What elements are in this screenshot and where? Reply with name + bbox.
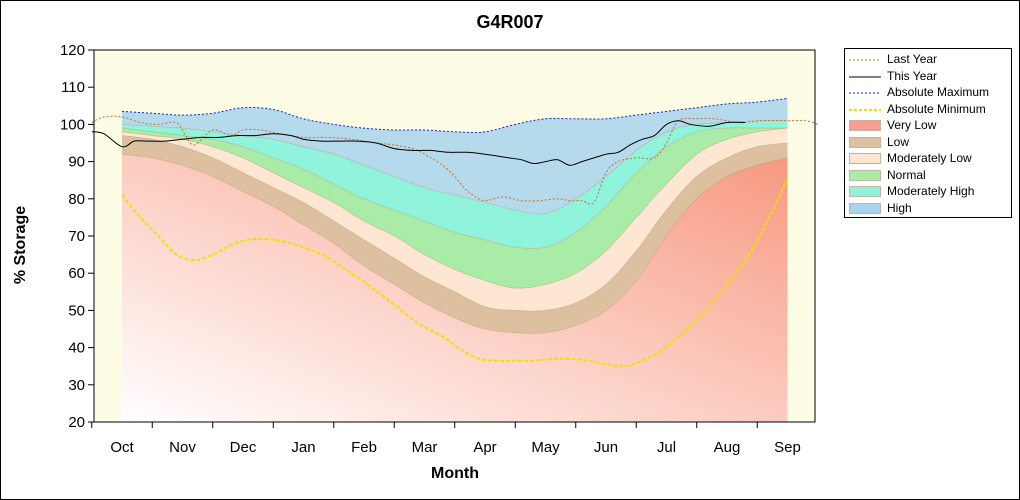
y-tick-label: 50 bbox=[68, 302, 85, 319]
legend: Last Year This Year Absolute Maximum Absolu… bbox=[844, 48, 1012, 218]
legend-swatch bbox=[849, 169, 881, 181]
legend-swatch bbox=[849, 202, 881, 214]
x-tick-label: Mar bbox=[412, 439, 438, 456]
y-tick-label: 70 bbox=[68, 228, 85, 245]
x-tick-label: Dec bbox=[230, 439, 257, 456]
legend-item: This Year bbox=[845, 69, 1009, 85]
legend-label: Normal bbox=[887, 167, 926, 182]
x-tick-label: Jan bbox=[291, 439, 315, 456]
legend-item: Very Low bbox=[845, 118, 1009, 134]
legend-swatch bbox=[849, 153, 881, 164]
x-tick-label: May bbox=[531, 439, 560, 456]
legend-label: Very Low bbox=[887, 118, 937, 132]
legend-label: Low bbox=[887, 134, 910, 149]
legend-item: Moderately High bbox=[845, 184, 1009, 200]
legend-item: Moderately Low bbox=[845, 151, 1009, 167]
legend-label: This Year bbox=[887, 68, 938, 83]
y-tick-label: 100 bbox=[60, 116, 85, 133]
x-tick-label: Oct bbox=[110, 439, 134, 456]
legend-swatch bbox=[849, 87, 881, 98]
legend-label: Absolute Minimum bbox=[887, 101, 986, 116]
legend-swatch bbox=[849, 186, 881, 197]
series-this-year bbox=[91, 120, 746, 166]
y-tick-label: 120 bbox=[60, 42, 85, 59]
legend-label: Absolute Maximum bbox=[887, 85, 990, 99]
legend-item: Last Year bbox=[845, 52, 1009, 68]
legend-swatch bbox=[849, 54, 881, 65]
legend-item: Normal bbox=[845, 168, 1009, 184]
band-very-low-edge bbox=[121, 153, 788, 334]
x-tick-label: Jun bbox=[594, 439, 618, 456]
y-tick-label: 40 bbox=[68, 340, 85, 357]
legend-item: Absolute Maximum bbox=[845, 85, 1009, 101]
legend-item: Absolute Minimum bbox=[845, 102, 1009, 118]
x-axis-label: Month bbox=[431, 465, 479, 482]
legend-item: Low bbox=[845, 135, 1009, 151]
series-last-year bbox=[91, 115, 818, 205]
legend-label: Moderately Low bbox=[887, 151, 972, 165]
y-tick-label: 80 bbox=[68, 191, 85, 208]
legend-swatch bbox=[849, 104, 881, 115]
x-tick-label: Feb bbox=[351, 439, 377, 456]
legend-label: High bbox=[887, 200, 912, 215]
legend-label: Moderately High bbox=[887, 184, 975, 198]
y-tick-label: 60 bbox=[68, 265, 85, 282]
legend-swatch bbox=[849, 120, 881, 131]
x-tick-label: Nov bbox=[169, 439, 196, 456]
chart-title: G4R007 bbox=[476, 12, 544, 32]
y-tick-label: 90 bbox=[68, 154, 85, 171]
y-tick-label: 110 bbox=[61, 79, 85, 96]
band-very-low bbox=[122, 154, 788, 422]
y-tick-label: 30 bbox=[68, 377, 85, 394]
x-tick-label: Sep bbox=[774, 439, 801, 456]
legend-item: High bbox=[845, 201, 1009, 217]
y-tick-label: 20 bbox=[68, 414, 85, 431]
legend-swatch bbox=[849, 71, 881, 82]
legend-swatch bbox=[849, 136, 881, 148]
x-tick-label: Apr bbox=[473, 439, 496, 456]
band-low-edge bbox=[121, 135, 788, 312]
legend-label: Last Year bbox=[887, 52, 938, 66]
x-tick-label: Jul bbox=[657, 439, 676, 456]
x-tick-label: Aug bbox=[714, 439, 741, 456]
band-moderately-high-edge bbox=[121, 120, 788, 215]
series-absolute-maximum bbox=[121, 97, 788, 133]
band-moderately-low-edge bbox=[121, 127, 788, 289]
series-absolute-minimum bbox=[121, 177, 789, 368]
band-normal-edge bbox=[121, 127, 788, 249]
